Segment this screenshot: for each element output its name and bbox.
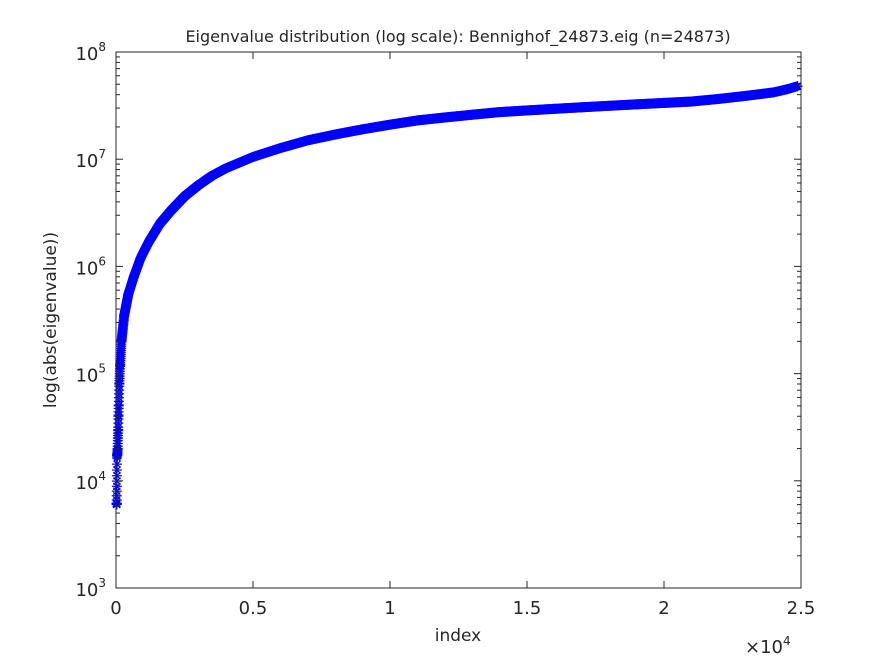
data-point bbox=[385, 120, 395, 130]
data-point bbox=[632, 99, 642, 109]
data-point bbox=[358, 124, 368, 134]
data-point bbox=[577, 102, 587, 112]
y-tick-label-exponent: 6 bbox=[98, 254, 106, 268]
x-tick-label: 2 bbox=[658, 598, 669, 619]
x-tick-label: 0 bbox=[110, 598, 121, 619]
y-tick-label-base: 10 bbox=[75, 580, 98, 601]
y-tick-label-exponent: 4 bbox=[98, 469, 106, 483]
x-axis-label: index bbox=[435, 626, 482, 646]
data-point bbox=[129, 272, 139, 282]
y-tick-label-base: 10 bbox=[75, 473, 98, 494]
data-point bbox=[155, 219, 165, 229]
data-point bbox=[714, 94, 724, 104]
y-tick-label: 104 bbox=[75, 469, 106, 494]
x-tick-label: 2.5 bbox=[787, 598, 816, 619]
data-point bbox=[248, 152, 258, 162]
y-tick-label: 107 bbox=[75, 147, 106, 172]
y-axis-label: log(abs(eigenvalue)) bbox=[41, 232, 61, 408]
y-tick-label-base: 10 bbox=[75, 151, 98, 172]
data-point bbox=[115, 360, 125, 370]
data-point bbox=[144, 237, 154, 247]
data-point bbox=[495, 107, 505, 117]
data-point bbox=[440, 112, 450, 122]
y-tick-label-exponent: 7 bbox=[98, 147, 106, 161]
data-point bbox=[604, 101, 614, 111]
x-axis-multiplier: ×104 bbox=[745, 634, 791, 658]
data-point bbox=[221, 163, 231, 173]
y-tick-label-base: 10 bbox=[75, 258, 98, 279]
data-point bbox=[119, 310, 129, 320]
chart-title: Eigenvalue distribution (log scale): Ben… bbox=[185, 27, 730, 47]
data-point bbox=[659, 98, 669, 108]
x-tick-label: 1 bbox=[384, 598, 395, 619]
data-point bbox=[686, 97, 696, 107]
data-point bbox=[741, 91, 751, 101]
y-tick-label-exponent: 3 bbox=[98, 576, 106, 590]
x-axis-multiplier-base: ×10 bbox=[745, 637, 783, 658]
data-point bbox=[136, 253, 146, 263]
data-point bbox=[275, 143, 285, 153]
data-point bbox=[330, 129, 340, 139]
data-point bbox=[549, 104, 559, 114]
x-tick-label: 0.5 bbox=[239, 598, 268, 619]
y-tick-label-base: 10 bbox=[75, 44, 98, 65]
data-point bbox=[303, 135, 313, 145]
data-point bbox=[467, 110, 477, 120]
plot-frame bbox=[116, 52, 801, 588]
data-point bbox=[782, 84, 792, 94]
data-point bbox=[412, 115, 422, 125]
x-tick-label: 1.5 bbox=[513, 598, 542, 619]
y-tick-label-base: 10 bbox=[75, 366, 98, 387]
y-tick-label: 103 bbox=[75, 576, 106, 601]
data-point bbox=[769, 87, 779, 97]
data-point bbox=[207, 171, 217, 181]
y-tick-label-exponent: 5 bbox=[98, 362, 106, 376]
data-point bbox=[180, 191, 190, 201]
series-layer bbox=[112, 81, 803, 509]
data-point bbox=[123, 289, 133, 299]
y-tick-label: 106 bbox=[75, 254, 106, 279]
data-point bbox=[193, 180, 203, 190]
y-tick-label: 108 bbox=[75, 40, 106, 65]
y-tick-label-exponent: 8 bbox=[98, 40, 106, 54]
x-axis-multiplier-exponent: 4 bbox=[783, 634, 791, 648]
data-point bbox=[166, 206, 176, 216]
data-point bbox=[522, 105, 532, 115]
y-tick-label: 105 bbox=[75, 362, 106, 387]
